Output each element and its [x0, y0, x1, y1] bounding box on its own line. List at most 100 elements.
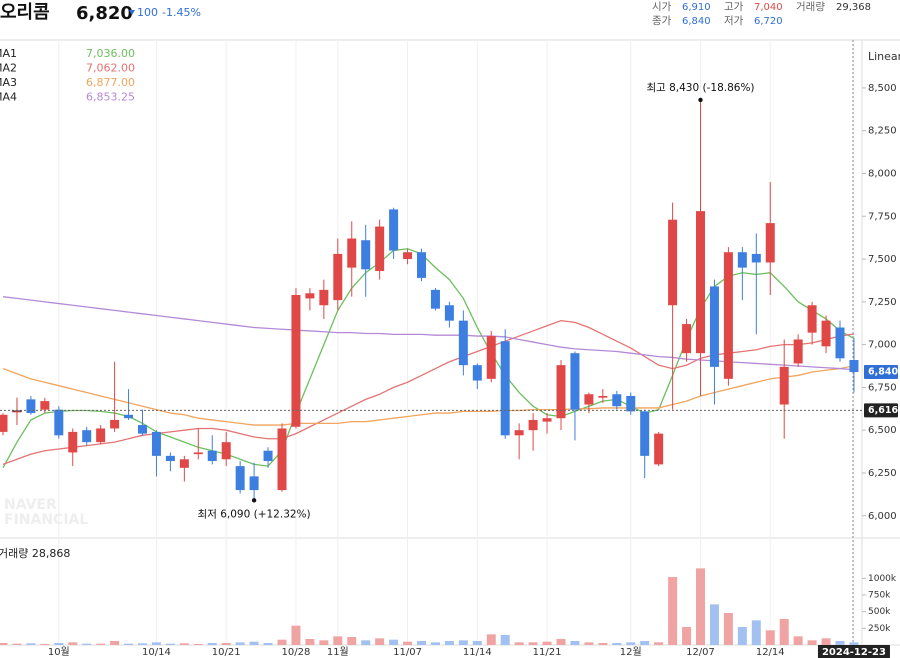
candle-body: [807, 305, 817, 333]
candle-body: [291, 294, 301, 427]
volume-tick-label: 750k: [868, 591, 891, 601]
candle-body: [263, 450, 273, 461]
candle-body: [0, 414, 8, 432]
price-marker-label: 6,616: [868, 405, 898, 416]
volume-bar: [305, 639, 315, 645]
y-tick-label: 8,000: [868, 168, 897, 179]
stat-label: 시가: [652, 1, 672, 13]
candle-body: [96, 428, 106, 443]
price-marker-label: 6,840: [868, 367, 898, 378]
price-marker-box: [864, 403, 898, 418]
volume-tick-label: 250k: [868, 624, 891, 634]
stat-value: 29,368: [836, 2, 871, 13]
volume-bar: [319, 640, 329, 645]
high-annotation: 최고 8,430 (-18.86%): [646, 82, 754, 94]
candle-body: [361, 240, 371, 270]
stat-label: 거래량: [796, 1, 825, 13]
candle-body: [849, 360, 859, 372]
x-label-box: [817, 645, 890, 658]
volume-bar: [807, 640, 817, 645]
candle-body: [458, 320, 468, 366]
volume-bar: [500, 635, 510, 645]
y-tick-label: 6,500: [868, 425, 897, 436]
watermark: NAVER: [4, 497, 57, 513]
candle-body: [193, 452, 203, 455]
y-tick-label: 7,750: [868, 211, 897, 222]
volume-bar: [779, 619, 789, 645]
y-tick-label: 6,000: [868, 511, 897, 522]
x-tick-label: 11/14: [463, 647, 492, 658]
stat-label: 저가: [724, 15, 744, 27]
candle-body: [347, 238, 357, 268]
candle-body: [82, 430, 92, 443]
volume-bar: [849, 642, 859, 645]
candle-body: [221, 442, 231, 460]
candle-body: [709, 286, 719, 367]
volume-tick-label: 500k: [868, 607, 891, 617]
volume-bar: [12, 643, 22, 645]
candle-body: [151, 431, 161, 456]
volume-bar: [403, 641, 413, 645]
volume-bar: [235, 642, 245, 645]
x-tick-label: 12/14: [756, 647, 785, 658]
x-tick-label: 11/21: [533, 647, 562, 658]
price-marker-box: [864, 365, 898, 379]
candle-body: [472, 365, 482, 381]
candle-body: [165, 455, 175, 461]
volume-bar: [82, 643, 92, 645]
volume-bar: [263, 643, 273, 645]
volume-bar: [584, 642, 594, 645]
volume-bar: [723, 613, 733, 645]
y-tick-label: 6,750: [868, 382, 897, 393]
y-tick-label: 8,500: [868, 83, 897, 94]
volume-bar: [737, 627, 747, 645]
candle-body: [696, 211, 705, 354]
volume-bar: [347, 637, 357, 645]
volume-bar: [612, 643, 622, 645]
volume-bar: [389, 639, 399, 645]
stat-label: 종가: [652, 15, 672, 27]
candle-body: [12, 411, 22, 413]
price-change-pct: -1.45%: [162, 6, 201, 19]
volume-bar: [542, 641, 552, 645]
volume-bar: [682, 627, 692, 645]
candle-body: [319, 289, 329, 306]
volume-bar: [54, 643, 64, 645]
plot: [0, 40, 859, 645]
x-tick-label: 12월: [620, 646, 642, 658]
volume-bar: [654, 642, 664, 645]
candle-body: [68, 431, 78, 453]
volume-bar: [333, 636, 343, 645]
volume-bar: [486, 634, 496, 645]
candle-body: [682, 324, 692, 354]
volume-bar: [444, 641, 454, 645]
stock-name: 오리콤: [0, 2, 50, 23]
candle-body: [626, 395, 636, 412]
candle-body: [765, 223, 775, 263]
volume-bar: [514, 642, 524, 645]
volume-bar: [668, 577, 678, 645]
volume-bar: [528, 642, 538, 645]
candle-body: [333, 253, 343, 301]
candle-body: [570, 353, 580, 410]
candle-body: [389, 209, 399, 251]
stat-value: 6,720: [754, 16, 783, 27]
candle-body: [179, 459, 189, 468]
volume-bar: [640, 641, 650, 645]
volume-bar: [626, 642, 636, 645]
volume-bar: [68, 642, 78, 645]
x-tick-label: 10/14: [142, 647, 171, 658]
candle-body: [654, 433, 664, 465]
x-tick-label: 10월: [48, 646, 70, 658]
candle-body: [375, 226, 385, 272]
scale-label: Linear: [868, 50, 900, 63]
candle-body: [835, 327, 845, 359]
volume-bar: [472, 641, 482, 645]
legend-value: 6,877.00: [86, 76, 135, 89]
candle-body: [486, 336, 496, 379]
price-change: 100: [137, 6, 158, 19]
volume-bar: [0, 643, 8, 645]
volume-bar: [124, 643, 134, 645]
stat-value: 7,040: [754, 2, 783, 13]
